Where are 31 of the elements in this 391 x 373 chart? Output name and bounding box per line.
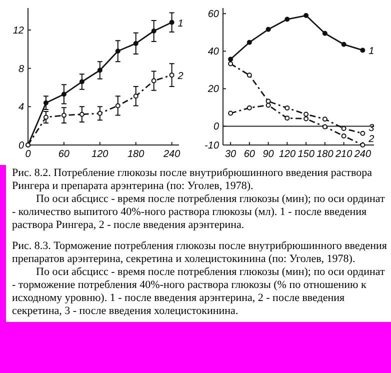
y-tick-label: 40 [208, 46, 220, 58]
series-label: 3 [368, 123, 375, 134]
text: Рис. 8.2. Потребление глюкозы после внутрибрюшинного введения раствора Рингера и препарата арэнтерина (по: Уголев, 1978). [12, 167, 373, 193]
x-tick-label: 120 [278, 149, 296, 160]
x-tick-label: 60 [244, 149, 256, 160]
y-tick-label: -10 [204, 140, 220, 152]
y-tick-label: 0 [18, 140, 24, 152]
x-tick-label: 240 [353, 149, 372, 160]
x-tick-label: 150 [298, 149, 315, 160]
text: По оси абсцисс - время после потребления глюкозы (мин); по оси ординат - количество выпитого 40%-ного раствора глюкозы (мл). 1 - после введения раствора Рингера, 2 - после введения арэнтерина. [12, 193, 386, 232]
y-tick-label: 12 [12, 26, 24, 37]
x-tick-label: 210 [334, 149, 353, 160]
y-tick-label: 20 [206, 84, 220, 96]
series-label: 2 [176, 71, 184, 82]
y-tick-label: 60 [208, 9, 220, 20]
text: По оси абсцисс - время после потребления глюкозы (мин); по оси ординат - торможение потребления 40%-ного раствора глюкозы (% по отношению к исходному уровню). 1 - после введения арэнтерина, 2 - после введения секретина, 3 - после введения холецистокинина. [12, 266, 386, 318]
x-tick-label: 90 [262, 149, 274, 160]
y-tick-label: 4 [18, 102, 24, 114]
text: Рис. 8.3. Торможение потребления глюкозы после внутрибрюшинного введения препаратов арэнтерина, секретина и холецистокинина (по: Уголев, 1978). [12, 240, 387, 266]
series-label: 1 [368, 46, 374, 58]
x-tick-label: 0 [25, 149, 32, 160]
y-tick-label: 0 [213, 122, 220, 133]
x-tick-label: 180 [316, 149, 334, 160]
series-label: 2 [368, 134, 375, 145]
x-tick-label: 120 [92, 149, 109, 160]
series-label: 1 [178, 18, 184, 30]
x-tick-label: 60 [58, 149, 70, 160]
y-tick-label: 8 [18, 64, 24, 75]
x-tick-label: 30 [224, 149, 237, 160]
x-tick-label: 240 [162, 149, 181, 160]
x-tick-label: 180 [128, 149, 145, 160]
